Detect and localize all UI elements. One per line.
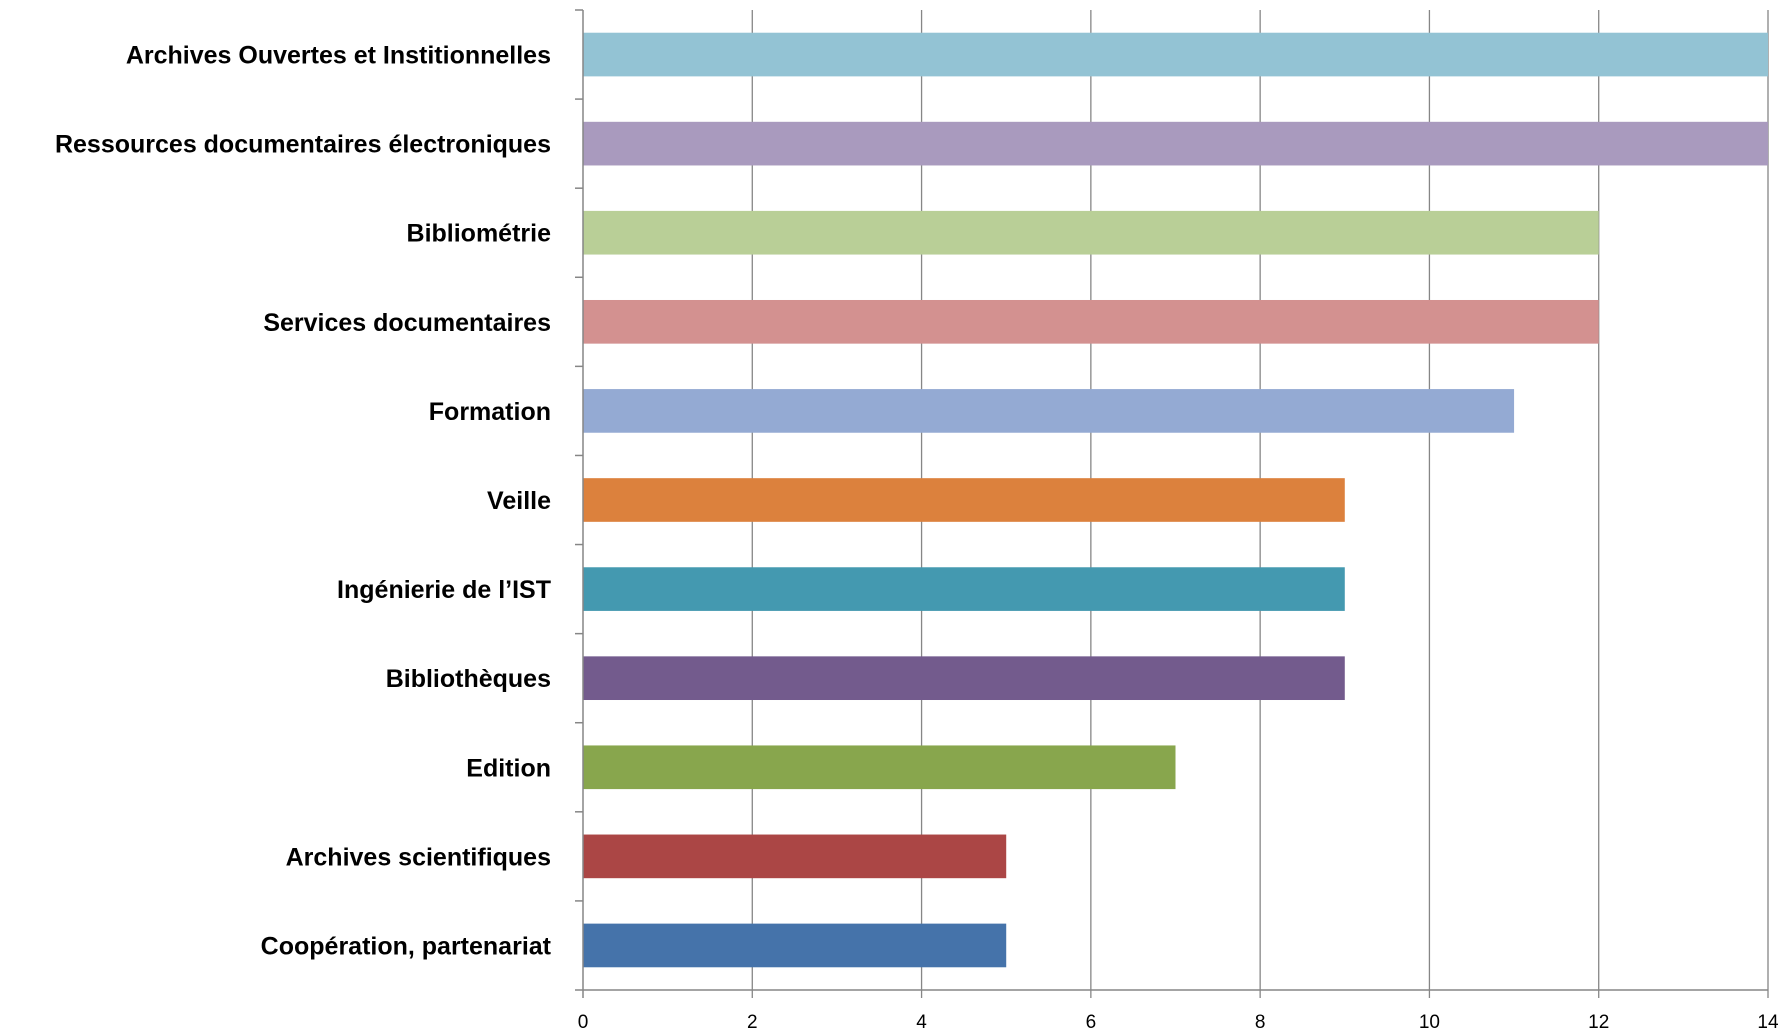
x-tick-label: 2 — [747, 1012, 758, 1033]
bar — [583, 32, 1768, 77]
category-label: Archives scientifiques — [286, 843, 551, 871]
bar — [583, 745, 1176, 790]
x-tick-label: 6 — [1086, 1012, 1097, 1033]
axes — [575, 9, 1768, 998]
bar — [583, 478, 1345, 522]
bar — [583, 834, 1007, 879]
x-tick-label: 8 — [1255, 1012, 1266, 1033]
bar — [583, 656, 1345, 701]
bar — [583, 299, 1599, 344]
category-label: Veille — [487, 487, 551, 515]
category-label: Edition — [466, 754, 551, 782]
category-label: Bibliométrie — [407, 220, 552, 248]
x-tick-label: 12 — [1588, 1012, 1609, 1033]
category-label: Services documentaires — [263, 309, 551, 337]
category-labels: Archives Ouvertes et Institionnelles Ress… — [55, 42, 552, 961]
category-label: Ingénierie de l’IST — [337, 576, 551, 604]
bar — [583, 389, 1515, 433]
x-tick-label: 4 — [916, 1012, 927, 1033]
category-label: Bibliothèques — [386, 665, 551, 693]
bar — [583, 923, 1007, 968]
bar — [583, 121, 1768, 166]
x-tick-label: 10 — [1419, 1012, 1440, 1033]
category-label: Ressources documentaires électroniques — [55, 131, 551, 159]
x-tick-labels: 0 2 4 6 8 10 12 14 — [578, 1012, 1779, 1033]
x-tick-label: 14 — [1757, 1012, 1779, 1033]
bars — [583, 32, 1768, 968]
category-label: Formation — [429, 398, 551, 426]
x-tick-label: 0 — [578, 1012, 589, 1033]
category-label: Archives Ouvertes et Institionnelles — [126, 42, 551, 70]
category-label: Coopération, partenariat — [261, 932, 552, 960]
bar — [583, 567, 1345, 611]
bar — [583, 210, 1599, 255]
